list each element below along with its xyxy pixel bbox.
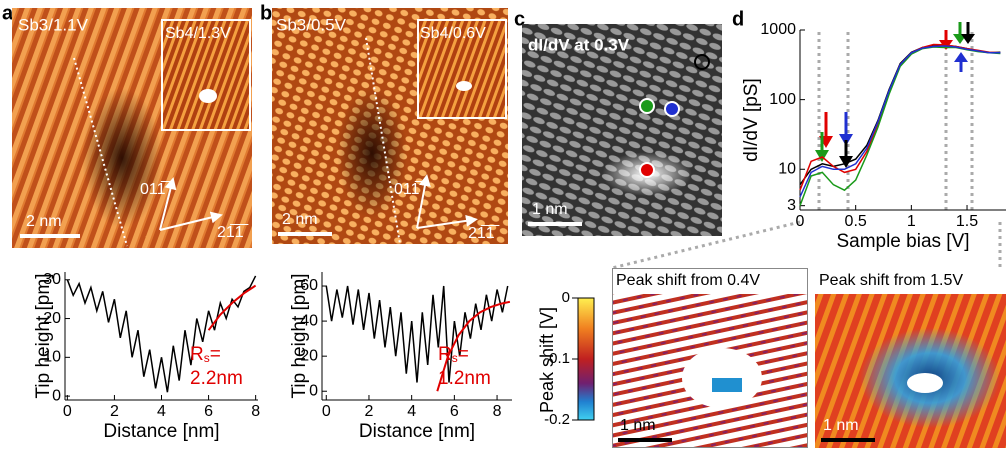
fit-label: Rs=	[190, 344, 221, 365]
panel-label: b	[260, 2, 272, 24]
y-tick-label: 1000	[760, 21, 796, 38]
x-tick-label: 8	[251, 403, 260, 420]
fit-value: 1.2nm	[438, 368, 491, 389]
image-label: Sb3/1.1V	[18, 15, 89, 34]
x-tick-label: 6	[204, 403, 213, 420]
x-tick-label: 8	[493, 403, 502, 420]
line	[800, 47, 1000, 206]
stm-image: Sb3/0.5V Sb4/0.6V 2 nm 011̅ 21̅1̅	[272, 8, 508, 244]
fit-label-part: R	[438, 344, 452, 365]
scale-bar: 2 nm	[26, 213, 62, 230]
scale-bar: 2 nm	[282, 211, 318, 228]
x-tick-label: 0.5	[845, 213, 867, 230]
stm-image: dI/dV at 0.3V 1 nm	[522, 24, 722, 236]
arrows	[815, 22, 975, 168]
x-axis-label: Distance [nm]	[359, 421, 475, 442]
scale-bar: 1 nm	[532, 201, 568, 218]
stm-image: Sb3/1.1V Sb4/1.3V 2 nm 011̅ 21̅1̅	[12, 8, 252, 248]
x-tick-label: 4	[407, 403, 416, 420]
panel-label: d	[732, 8, 744, 30]
map: Peak shift from 0.4V 1 nm	[612, 268, 808, 448]
fit-label-part: R	[190, 344, 204, 365]
scale-bar: 1 nm	[620, 417, 656, 434]
map: Peak shift from 1.5V 1 nm	[815, 268, 1006, 448]
map-title: Peak shift from 0.4V	[616, 272, 760, 289]
x-tick-label: 0	[796, 213, 805, 230]
colorbar-tick-label: -0.1	[544, 350, 570, 367]
scale-bar: 1 nm	[823, 417, 859, 434]
image-label: dI/dV at 0.3V	[528, 35, 630, 54]
x-tick-label: 1.5	[956, 213, 978, 230]
line	[800, 46, 1000, 197]
x-tick-label: 0	[63, 403, 72, 420]
x-tick-label: 2	[365, 403, 374, 420]
x-tick-label: 4	[157, 403, 166, 420]
fit-value: 2.2nm	[190, 368, 243, 389]
inset-label: Sb4/0.6V	[420, 25, 486, 42]
figure: a Sb3/1.1V Sb4/1.3V 2 nm 011̅ 21̅1̅ b Sb…	[0, 0, 1006, 448]
fit-label-part: =	[210, 344, 221, 365]
y-axis-label: Tip height [pm]	[33, 274, 54, 399]
image-label: Sb3/0.5V	[276, 15, 347, 34]
inset-label: Sb4/1.3V	[165, 25, 231, 42]
y-tick-label: 10	[778, 160, 796, 177]
colorbar	[578, 298, 594, 420]
page: {"panels":{ "a":{"label":"a","image_labe…	[0, 0, 1006, 453]
x-axis-label: Distance [nm]	[103, 421, 219, 442]
y-axis-label: Tip height [pm]	[289, 274, 310, 399]
x-axis-label: Sample bias [V]	[836, 231, 969, 252]
x-tick-label: 2	[110, 403, 119, 420]
y-axis-label: dI/dV [pS]	[741, 78, 762, 161]
fit-label-part: =	[458, 344, 469, 365]
map-title: Peak shift from 1.5V	[819, 272, 963, 289]
y-tick-label: 100	[769, 91, 796, 108]
x-tick-label: 0	[322, 403, 331, 420]
colorbar-tick-label: -0.2	[544, 411, 570, 428]
x-tick-label: 6	[450, 403, 459, 420]
y-tick-label: 3	[787, 197, 796, 214]
y-tick-label: 0	[309, 382, 318, 399]
x-tick-label: 1	[907, 213, 916, 230]
colorbar-tick-label: 0	[562, 289, 570, 306]
